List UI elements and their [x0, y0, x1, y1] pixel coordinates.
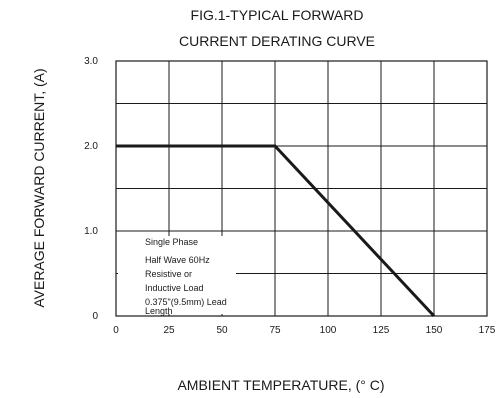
x-tick-label: 150: [426, 325, 443, 336]
x-tick-label: 175: [479, 325, 496, 336]
y-tick-label: 2.0: [84, 141, 98, 152]
series-line: [116, 144, 436, 318]
y-axis-ticks: 0 1.0 2.0 3.0: [84, 56, 98, 322]
annotation-line: Single Phase: [145, 237, 198, 247]
y-axis-label: AVERAGE FORWARD CURRENT, (A): [31, 68, 47, 307]
x-axis-label: AMBIENT TEMPERATURE, (° C): [177, 377, 384, 393]
annotation-line: Half Wave 60Hz: [145, 255, 210, 265]
x-tick-label: 0: [113, 325, 119, 336]
annotation-line: Resistive or: [145, 269, 192, 279]
x-axis-ticks: 0 25 50 75 100 125 150 175: [113, 325, 496, 336]
x-tick-label: 50: [216, 325, 228, 336]
y-tick-label: 1.0: [84, 226, 98, 237]
annotation-line: Inductive Load: [145, 283, 204, 293]
x-tick-label: 125: [373, 325, 390, 336]
y-tick-label: 3.0: [84, 56, 98, 67]
annotation-line: 0.375"(9.5mm) Lead: [145, 297, 227, 307]
y-tick-label: 0: [92, 311, 98, 322]
annotation-box: [118, 236, 236, 314]
derating-curve: [116, 144, 436, 318]
plot-frame: [115, 60, 488, 317]
x-tick-label: 100: [320, 325, 337, 336]
annotation-line: Length: [145, 306, 173, 316]
x-tick-label: 25: [163, 325, 175, 336]
x-tick-label: 75: [269, 325, 281, 336]
chart-title-line-1: FIG.1-TYPICAL FORWARD: [191, 7, 364, 23]
chart-title-line-2: CURRENT DERATING CURVE: [179, 33, 375, 49]
annotation: Single Phase Half Wave 60Hz Resistive or In…: [145, 237, 227, 316]
